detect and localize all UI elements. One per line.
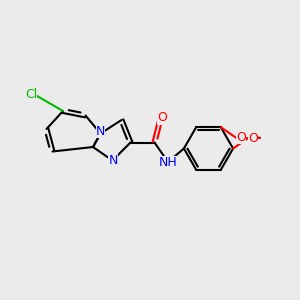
Text: O: O [236, 130, 246, 144]
Text: N: N [96, 125, 105, 138]
Text: O: O [248, 132, 258, 145]
Text: NH: NH [159, 156, 177, 169]
Text: O: O [157, 111, 167, 124]
Text: Cl: Cl [25, 88, 37, 101]
Text: N: N [109, 154, 118, 167]
